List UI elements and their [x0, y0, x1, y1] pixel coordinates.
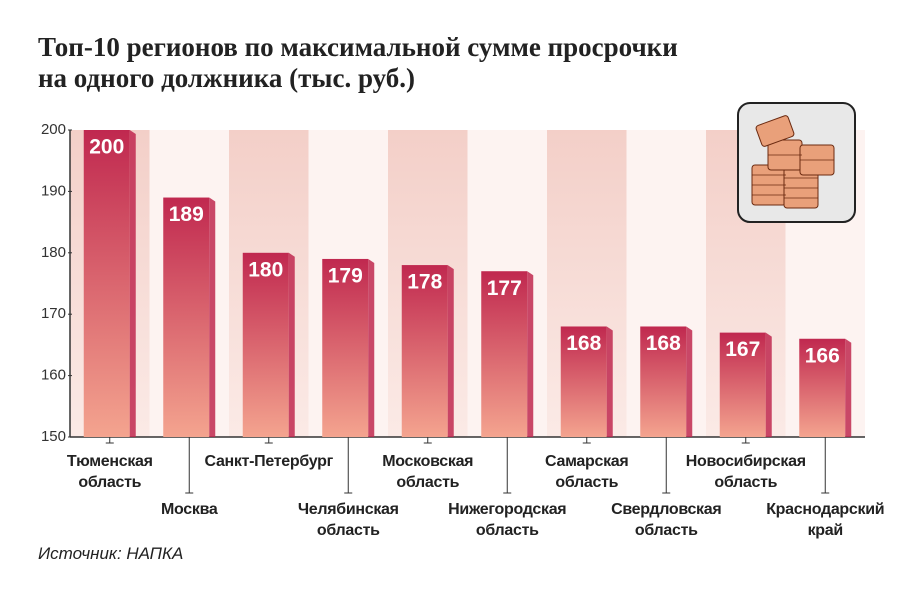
bar — [322, 258, 369, 437]
bar-side — [288, 252, 295, 437]
value-label: 167 — [725, 338, 760, 361]
bar — [560, 326, 607, 437]
x-tick-label: Свердловская область — [611, 501, 722, 539]
bar-side — [447, 265, 454, 437]
bar — [242, 252, 289, 437]
bar — [799, 338, 846, 437]
bar-side — [606, 326, 613, 437]
bar — [401, 265, 448, 437]
chart-title: Топ-10 регионов по максимальной сумме пр… — [38, 32, 678, 93]
bar-side — [686, 326, 693, 437]
y-tick-label: 180 — [41, 244, 66, 261]
x-tick-label: Новосибирская область — [685, 453, 806, 491]
bar — [640, 326, 687, 437]
bar-side — [765, 332, 772, 437]
icon — [737, 102, 856, 223]
bar — [83, 130, 130, 437]
y-tick-label: 170 — [41, 305, 66, 322]
value-label: 166 — [805, 344, 840, 367]
x-tick-label: Тюменская область — [66, 453, 153, 491]
y-tick-label: 190 — [41, 182, 66, 199]
x-tick-label: Самарская область — [545, 453, 629, 491]
value-label: 177 — [487, 277, 522, 300]
bar-side — [527, 271, 534, 437]
bar-side — [129, 130, 136, 437]
x-tick-label: Челябинская область — [297, 501, 399, 539]
y-tick-label: 160 — [41, 367, 66, 384]
bar-side — [845, 338, 852, 437]
value-label: 178 — [407, 271, 442, 294]
x-tick-label: Нижегородская область — [448, 501, 567, 539]
value-label: 179 — [328, 264, 363, 287]
bar-side — [368, 258, 375, 437]
bar — [481, 271, 528, 437]
x-tick-label: Краснодарский край — [766, 501, 885, 539]
x-tick-label: Москва — [160, 501, 218, 518]
bar-side — [209, 197, 216, 437]
value-label: 189 — [169, 203, 204, 226]
value-label: 168 — [646, 332, 681, 355]
y-tick-label: 200 — [41, 121, 66, 138]
y-tick-label: 150 — [41, 428, 66, 445]
x-tick-label: Московская область — [382, 453, 474, 491]
value-label: 168 — [566, 332, 601, 355]
source-note: Источник: НАПКА — [38, 544, 184, 563]
value-label: 180 — [248, 258, 283, 281]
bar — [163, 197, 210, 437]
x-tick-label: Санкт-Петербург — [204, 453, 334, 470]
bar — [719, 332, 766, 437]
value-label: 200 — [89, 136, 124, 159]
